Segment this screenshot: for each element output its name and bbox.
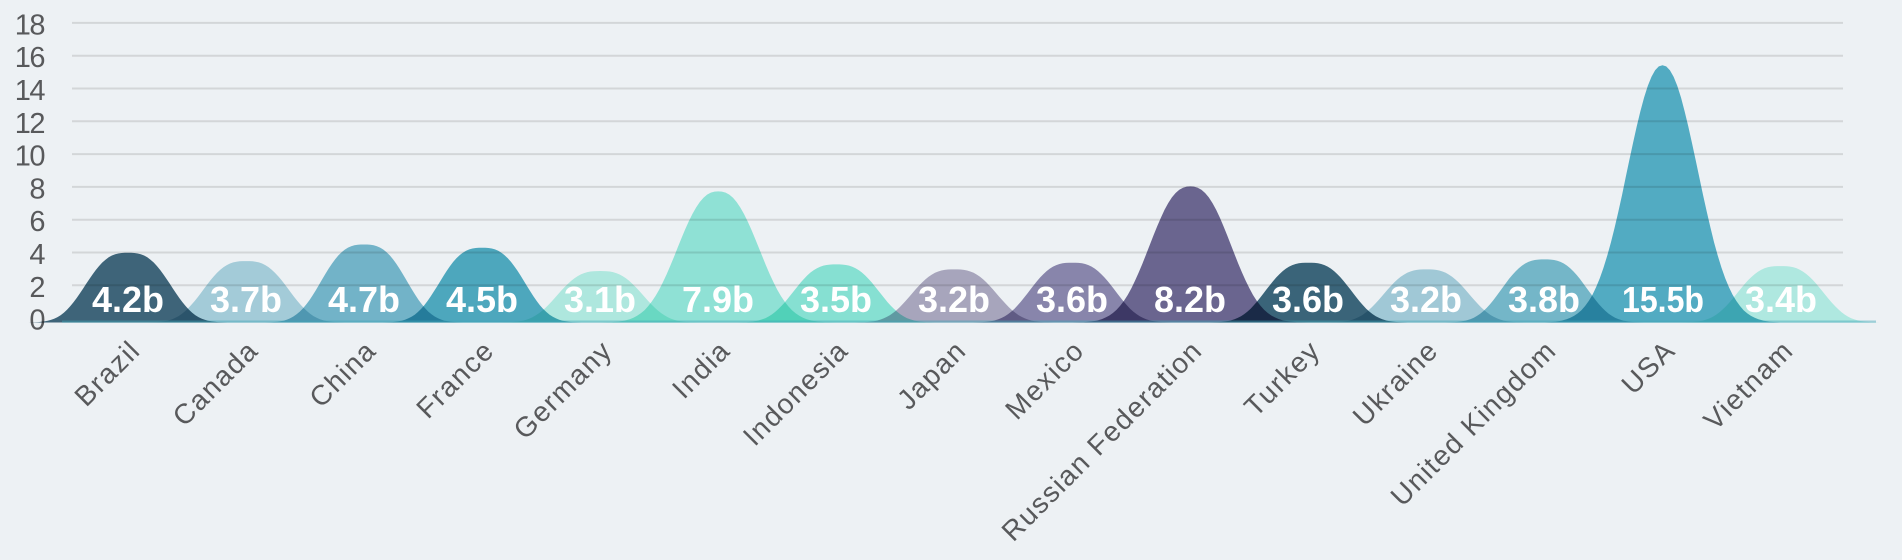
svg-text:10: 10 [15, 141, 45, 173]
svg-text:3.2b: 3.2b [918, 279, 990, 320]
svg-text:2: 2 [29, 272, 44, 304]
svg-text:3.6b: 3.6b [1272, 279, 1344, 320]
svg-text:0: 0 [29, 305, 44, 337]
svg-text:4.7b: 4.7b [328, 279, 400, 320]
svg-text:6: 6 [29, 206, 44, 238]
svg-text:4: 4 [29, 239, 45, 271]
svg-text:8.2b: 8.2b [1154, 279, 1226, 320]
svg-text:15.5b: 15.5b [1622, 279, 1704, 320]
svg-text:3.1b: 3.1b [564, 279, 636, 320]
svg-text:16: 16 [15, 42, 45, 74]
svg-text:3.7b: 3.7b [210, 279, 282, 320]
svg-text:7.9b: 7.9b [682, 279, 754, 320]
svg-text:8: 8 [29, 173, 44, 205]
svg-text:18: 18 [15, 9, 45, 41]
svg-text:3.2b: 3.2b [1390, 279, 1462, 320]
svg-text:3.6b: 3.6b [1036, 279, 1108, 320]
svg-text:12: 12 [15, 108, 45, 140]
svg-text:4.2b: 4.2b [92, 279, 164, 320]
svg-text:3.5b: 3.5b [800, 279, 872, 320]
svg-text:3.4b: 3.4b [1745, 279, 1817, 320]
svg-text:4.5b: 4.5b [446, 279, 518, 320]
svg-text:3.8b: 3.8b [1508, 279, 1580, 320]
svg-text:14: 14 [15, 75, 46, 107]
